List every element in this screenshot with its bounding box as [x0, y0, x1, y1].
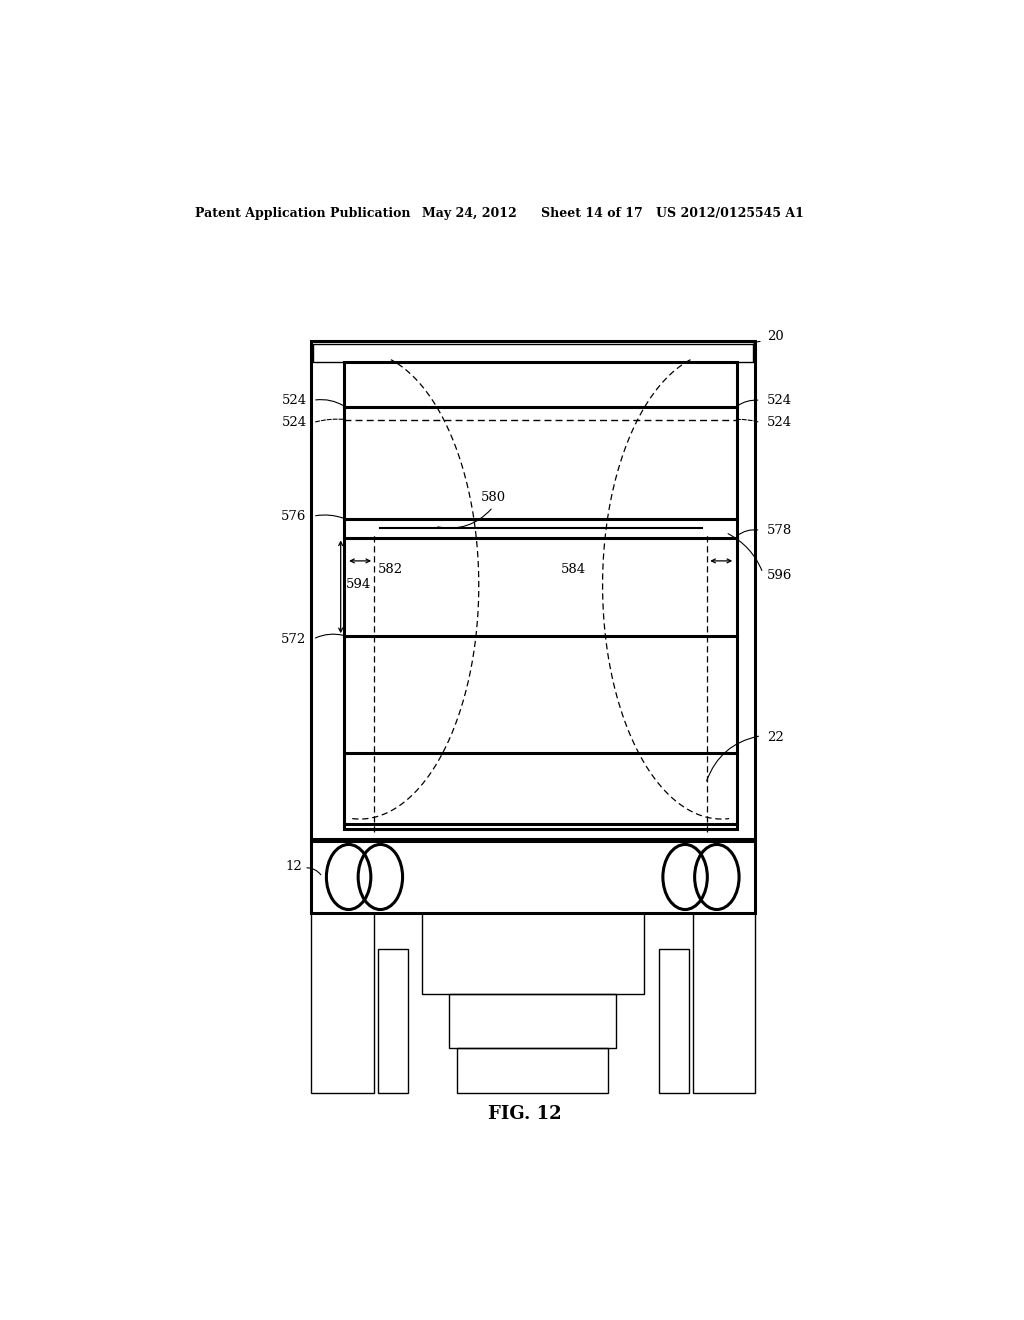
Text: 596: 596 — [767, 569, 793, 582]
Bar — [693, 912, 755, 1093]
Bar — [458, 1048, 608, 1093]
Text: 22: 22 — [767, 731, 783, 744]
Bar — [310, 342, 755, 840]
Bar — [450, 994, 616, 1048]
Text: Sheet 14 of 17: Sheet 14 of 17 — [541, 207, 642, 220]
Text: 524: 524 — [282, 416, 306, 429]
Text: 580: 580 — [481, 491, 506, 504]
Text: 576: 576 — [282, 510, 306, 523]
Text: 578: 578 — [767, 524, 793, 537]
Text: 524: 524 — [767, 416, 792, 429]
Bar — [313, 345, 753, 362]
Text: 572: 572 — [282, 632, 306, 645]
Bar — [310, 841, 755, 912]
Text: 594: 594 — [345, 578, 371, 591]
Text: 12: 12 — [286, 861, 303, 874]
Text: FIG. 12: FIG. 12 — [488, 1105, 561, 1123]
Bar — [658, 949, 689, 1093]
Text: Patent Application Publication: Patent Application Publication — [196, 207, 411, 220]
Text: US 2012/0125545 A1: US 2012/0125545 A1 — [655, 207, 804, 220]
Bar — [378, 949, 409, 1093]
Text: 582: 582 — [378, 562, 403, 576]
Text: May 24, 2012: May 24, 2012 — [422, 207, 516, 220]
Bar — [422, 912, 644, 994]
Bar — [310, 912, 374, 1093]
Text: 524: 524 — [767, 393, 792, 407]
Text: 20: 20 — [767, 330, 783, 343]
Text: 584: 584 — [560, 562, 586, 576]
Bar — [344, 362, 737, 829]
Text: 524: 524 — [282, 393, 306, 407]
